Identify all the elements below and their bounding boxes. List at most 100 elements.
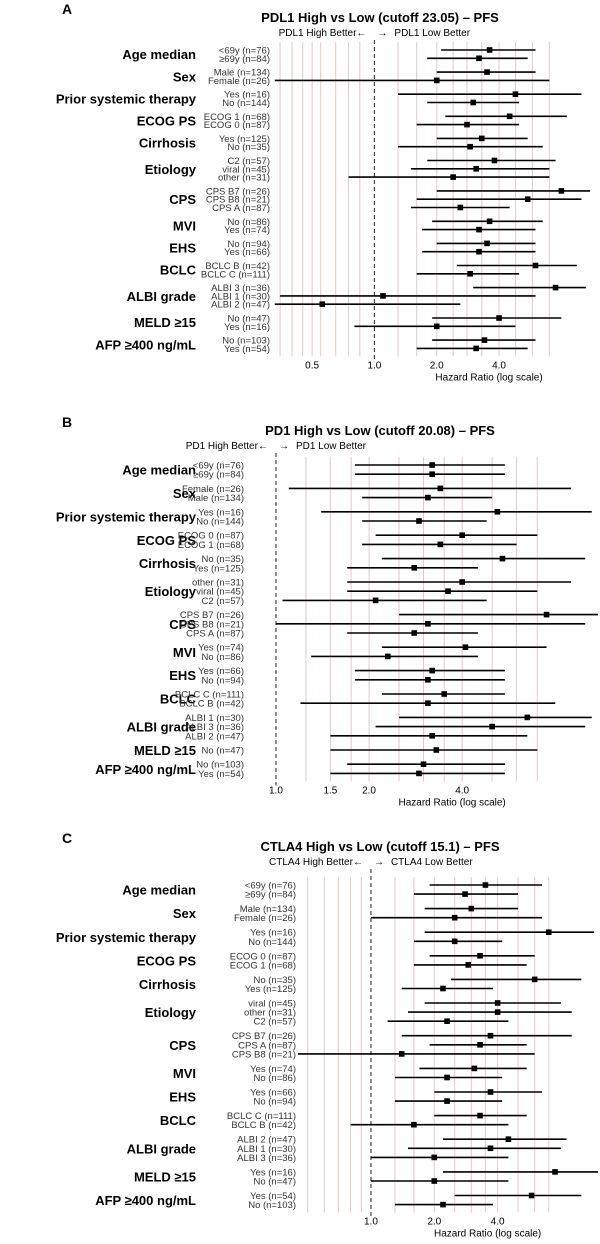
subgroup-label: No (n=86) — [201, 652, 244, 663]
variable-label: Prior systemic therapy — [56, 509, 197, 524]
variable-label: ALBI grade — [127, 720, 196, 735]
variable-label: Age median — [122, 47, 196, 62]
subgroup-label: Yes (n=66) — [250, 1088, 296, 1099]
subgroup-label: No (n=144) — [248, 937, 296, 948]
subgroup-label: ≥69y (n=84) — [219, 54, 270, 65]
hr-point — [532, 262, 539, 269]
hr-point — [491, 157, 498, 164]
panel-letter: B — [62, 414, 72, 430]
subgroup-label: No (n=94) — [201, 675, 244, 686]
variable-label: AFP ≥400 ng/mL — [95, 762, 196, 777]
hr-point — [440, 1201, 446, 1208]
subgroup-label: Yes (n=54) — [224, 344, 270, 355]
hr-point — [431, 1154, 438, 1161]
subgroup-label: Yes (n=66) — [224, 247, 270, 258]
subgroup-label: No (n=94) — [253, 1097, 296, 1108]
hr-point — [477, 1112, 483, 1119]
right-direction-label: CTLA4 Low Better — [391, 857, 473, 868]
subgroup-label: ECOG 0 (n=87) — [230, 951, 296, 962]
hr-point — [476, 248, 482, 255]
subgroup-label: No (n=47) — [201, 746, 244, 757]
subgroup-label: ECOG 1 (n=68) — [178, 540, 244, 551]
subgroup-label: ECOG 0 (n=87) — [178, 531, 244, 542]
hr-point — [450, 174, 456, 180]
subgroup-label: Female (n=26) — [182, 484, 244, 495]
subgroup-label: ALBI 3 (n=36) — [237, 1153, 296, 1164]
subgroup-label: ALBI 2 (n=47) — [185, 731, 244, 742]
subgroup-label: Yes (n=54) — [250, 1191, 296, 1202]
direction-arrow: → — [374, 857, 384, 868]
subgroup-label: ALBI 3 (n=36) — [211, 283, 270, 294]
subgroup-label: ECOG 1 (n=68) — [230, 960, 296, 971]
subgroup-label: CPS A (n=87) — [212, 203, 270, 214]
variable-label: ALBI grade — [127, 289, 196, 304]
hr-point — [465, 962, 472, 968]
x-tick-label: 1.5 — [323, 785, 337, 796]
subgroup-label: ECOG 1 (n=68) — [204, 112, 270, 123]
hr-point — [473, 166, 479, 172]
variable-label: Sex — [173, 906, 197, 921]
hr-point — [411, 1121, 417, 1128]
hr-point — [425, 621, 431, 627]
subgroup-label: Yes (n=16) — [224, 322, 270, 333]
x-axis-label: Hazard Ratio (log scale) — [435, 372, 542, 383]
forest-panel-b: B PD1 High vs Low (cutoff 20.08) – PFS PD1… — [56, 414, 598, 808]
hr-point — [552, 1169, 558, 1175]
variable-label: Etiology — [145, 162, 197, 177]
hr-point — [499, 555, 506, 562]
subgroup-label: CPS A (n=87) — [238, 1040, 296, 1051]
variable-label: Age median — [122, 463, 196, 478]
subgroup-label: No (n=86) — [227, 217, 270, 228]
subgroup-label: ECOG 0 (n=87) — [204, 120, 270, 131]
hr-point — [441, 691, 448, 697]
subgroup-label: other (n=31) — [192, 578, 244, 589]
hr-point — [486, 47, 493, 53]
hr-point — [468, 905, 475, 912]
subgroup-label: ALBI 1 (n=30) — [211, 291, 270, 302]
left-direction-label: CTLA4 High Better← — [269, 857, 363, 868]
x-tick-label: 2.0 — [430, 360, 444, 371]
subgroup-label: CPS B7 (n=26) — [180, 610, 244, 621]
hr-point — [425, 494, 431, 501]
subgroup-label: CPS B7 (n=26) — [232, 1031, 296, 1042]
hr-point — [467, 271, 473, 277]
hr-point — [467, 143, 473, 150]
hr-point — [477, 953, 483, 959]
hr-point — [425, 700, 431, 706]
subgroup-label: No (n=35) — [227, 142, 270, 153]
hr-point — [473, 345, 479, 352]
hr-point — [462, 644, 469, 650]
variable-label: ECOG PS — [137, 953, 197, 968]
variable-label: MVI — [173, 218, 196, 233]
subgroup-label: viral (n=45) — [248, 999, 296, 1010]
hr-point — [411, 565, 418, 571]
hr-point — [385, 653, 391, 660]
hr-point — [494, 509, 501, 515]
subgroup-label: BCLC C (n=111) — [175, 690, 244, 701]
subgroup-label: Female (n=26) — [234, 913, 296, 924]
subgroup-label: CPS B8 (n=21) — [180, 619, 244, 630]
panel-letter: C — [62, 830, 72, 846]
subgroup-label: CPS B7 (n=26) — [206, 186, 270, 197]
right-direction-label: PDL1 Low Better — [394, 28, 470, 39]
hr-point — [444, 1018, 450, 1024]
variable-label: EHS — [169, 241, 196, 256]
subgroup-label: ≥69y (n=84) — [245, 890, 296, 901]
panel-title: CTLA4 High vs Low (cutoff 15.1) – PFS — [260, 839, 499, 854]
subgroup-label: Yes (n=74) — [224, 225, 270, 236]
x-tick-label: 1.0 — [364, 1217, 378, 1228]
variable-label: BCLC — [160, 692, 197, 707]
hr-point — [482, 882, 489, 888]
hr-point — [433, 323, 440, 330]
subgroup-label: Yes (n=54) — [198, 769, 244, 780]
x-tick-label: 1.0 — [269, 785, 283, 796]
hr-point — [459, 532, 465, 538]
hr-point — [484, 240, 490, 247]
hr-point — [524, 196, 531, 202]
hr-point — [372, 597, 379, 604]
hr-point — [433, 77, 440, 84]
subgroup-label: other (n=31) — [218, 173, 270, 184]
subgroup-label: BCLC B (n=42) — [205, 261, 270, 272]
x-tick-label: 2.0 — [362, 785, 376, 796]
hr-point — [429, 462, 435, 468]
